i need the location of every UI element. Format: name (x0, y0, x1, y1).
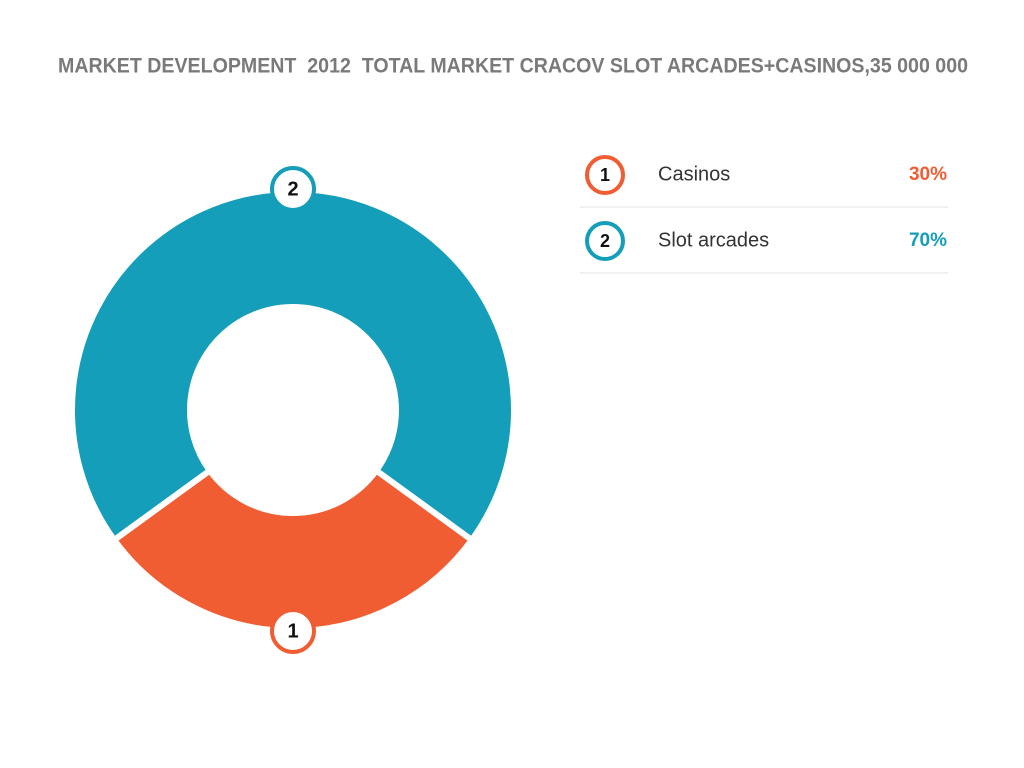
legend-number: 1 (600, 165, 610, 185)
donut-segment (69, 186, 517, 545)
legend-label: Casinos (658, 163, 730, 185)
chart-title: MARKET DEVELOPMENT 2012 TOTAL MARKET CRA… (58, 55, 968, 78)
segment-number: 2 (287, 178, 298, 200)
legend-value: 30% (909, 164, 947, 185)
legend-number: 2 (600, 231, 610, 251)
segment-marker (270, 608, 316, 654)
legend-marker (585, 221, 625, 261)
legend-value: 70% (909, 230, 947, 251)
segment-number: 1 (287, 620, 298, 642)
segment-marker (270, 166, 316, 212)
legend-marker (585, 155, 625, 195)
legend-label: Slot arcades (658, 229, 769, 251)
donut-segment (110, 466, 476, 634)
